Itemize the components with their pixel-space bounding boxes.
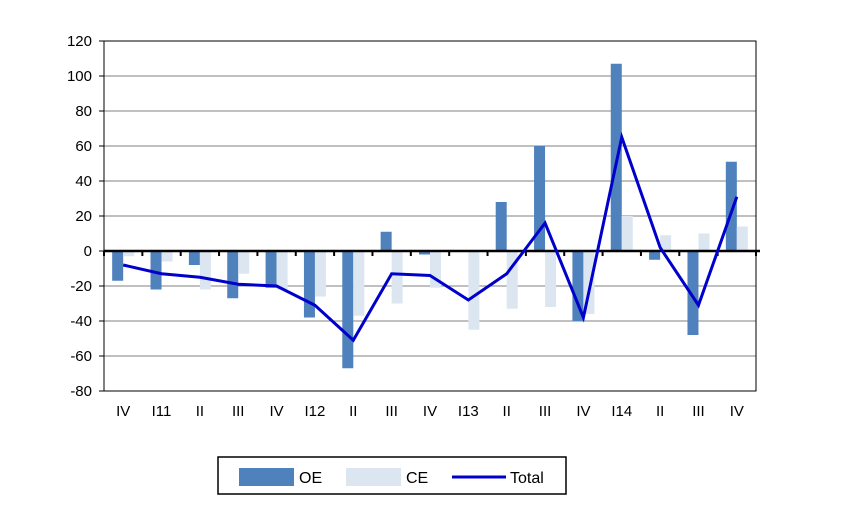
x-tick-label: III [692, 403, 705, 420]
bar-ce [430, 251, 441, 288]
bar-oe [495, 202, 507, 251]
y-tick-label: 20 [75, 208, 92, 225]
bar-ce [545, 251, 557, 307]
bar-oe [227, 251, 239, 299]
bar-oe [265, 251, 277, 288]
y-tick-label: 40 [75, 173, 92, 190]
legend-label-oe: OE [299, 470, 322, 487]
x-tick-label: II [196, 403, 204, 420]
x-tick-label: I13 [458, 403, 479, 420]
y-tick-label: -60 [70, 348, 92, 365]
y-tick-label: 60 [75, 138, 92, 155]
bar-ce [276, 251, 288, 290]
x-tick-label: II [503, 403, 511, 420]
bar-oe [649, 251, 661, 260]
y-tick-label: -80 [70, 383, 92, 400]
x-tick-label: III [232, 403, 245, 420]
x-tick-label: I14 [611, 403, 632, 420]
bar-oe [188, 251, 200, 265]
x-tick-label: IV [269, 403, 283, 420]
bar-ce [161, 251, 173, 262]
bar-ce [199, 251, 211, 290]
bar-oe [150, 251, 162, 290]
bar-oe [687, 251, 699, 335]
y-tick-label: 100 [67, 68, 92, 85]
bar-oe [342, 251, 354, 369]
bar-ce [660, 235, 672, 251]
bar-ce [238, 251, 250, 274]
bar-oe [419, 251, 430, 255]
x-tick-label: IV [423, 403, 437, 420]
y-tick-label: 120 [67, 33, 92, 50]
bar-ce [314, 251, 326, 297]
y-tick-label: 0 [84, 243, 92, 260]
bar-ce [583, 251, 595, 314]
bar-oe [303, 251, 315, 318]
bar-oe [534, 146, 546, 251]
bar-oe [725, 161, 737, 251]
bar-ce [506, 251, 518, 309]
bar-ce [621, 216, 633, 251]
x-tick-label: IV [730, 403, 744, 420]
legend-label-ce: CE [406, 470, 428, 487]
x-tick-label: II [349, 403, 357, 420]
series-line-total [122, 131, 739, 343]
legend-swatch-ce [346, 468, 401, 486]
legend-label-total: Total [510, 470, 544, 487]
bar-ce [391, 251, 403, 304]
legend-swatch-oe [239, 468, 294, 486]
bar-ce [353, 251, 365, 316]
bar-oe [572, 251, 584, 321]
y-tick-label: 80 [75, 103, 92, 120]
x-tick-label: II [656, 403, 664, 420]
bar-ce [468, 251, 480, 330]
x-tick-label: III [539, 403, 552, 420]
x-tick-label: IV [576, 403, 590, 420]
bar-oe [380, 231, 392, 251]
bar-ce [698, 233, 710, 251]
x-tick-label: IV [116, 403, 130, 420]
bar-oe [112, 251, 124, 281]
y-tick-label: -20 [70, 278, 92, 295]
y-tick-label: -40 [70, 313, 92, 330]
x-tick-label: I12 [305, 403, 326, 420]
x-tick-label: III [385, 403, 398, 420]
x-tick-label: I11 [152, 403, 172, 420]
bar-ce [736, 226, 748, 251]
bar-ce [123, 251, 135, 257]
